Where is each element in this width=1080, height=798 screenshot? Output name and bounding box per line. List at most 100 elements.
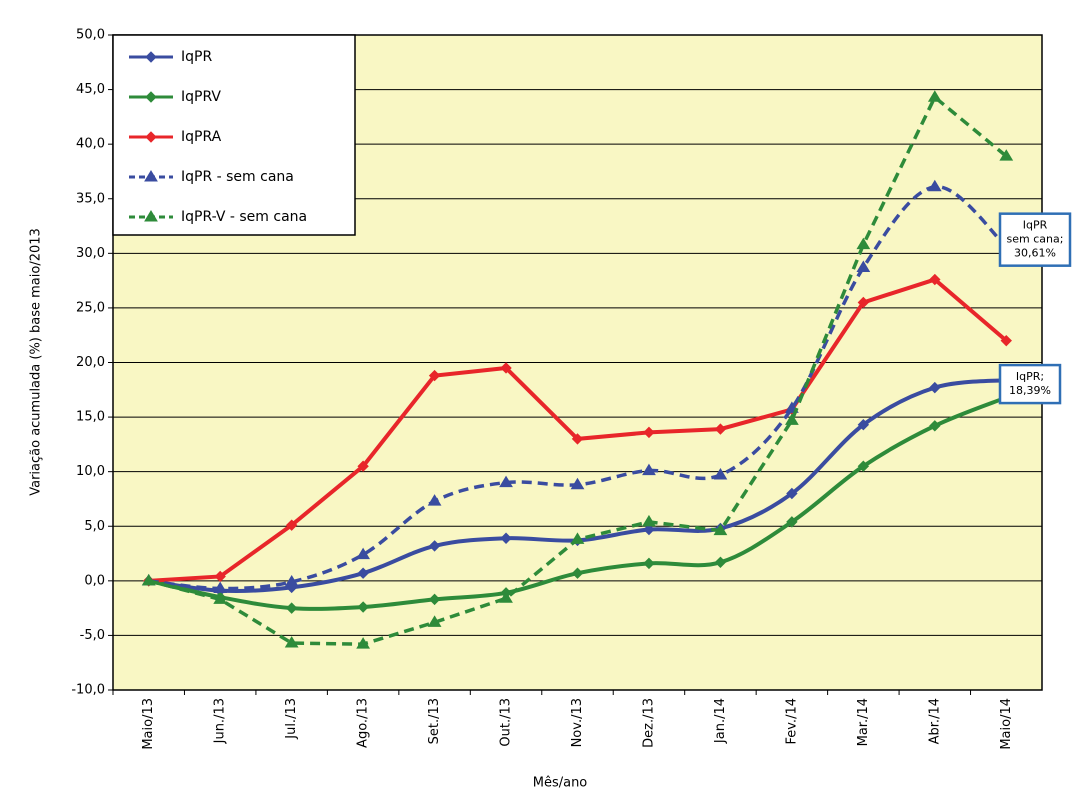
legend-marker bbox=[144, 210, 158, 222]
x-tick-label: Mar./14 bbox=[856, 698, 871, 746]
annotation-box bbox=[998, 363, 1062, 405]
point bbox=[428, 540, 441, 552]
point bbox=[857, 419, 870, 431]
point bbox=[713, 523, 728, 536]
legend-marker bbox=[145, 131, 157, 143]
y-tick-label: 5,0 bbox=[84, 519, 105, 534]
point bbox=[141, 573, 156, 586]
point bbox=[285, 519, 298, 531]
point bbox=[427, 494, 442, 506]
point bbox=[284, 574, 299, 587]
y-tick-label: 15,0 bbox=[76, 410, 105, 425]
legend-label: IqPR-V - sem cana bbox=[181, 209, 307, 225]
point bbox=[929, 381, 941, 394]
legend-label: IqPRV bbox=[181, 89, 221, 105]
point bbox=[642, 514, 656, 527]
point bbox=[643, 426, 655, 439]
y-tick-label: 35,0 bbox=[76, 191, 105, 206]
point bbox=[714, 423, 727, 435]
annotation-text: sem cana; bbox=[1007, 233, 1064, 246]
x-tick-label: Set./13 bbox=[427, 698, 442, 744]
y-tick-label: 40,0 bbox=[76, 137, 105, 152]
point bbox=[856, 260, 871, 273]
y-tick-label: 10,0 bbox=[76, 464, 105, 479]
series-line bbox=[148, 184, 1008, 591]
legend-marker bbox=[145, 51, 157, 63]
point bbox=[856, 237, 871, 250]
point bbox=[357, 567, 369, 579]
y-tick-label: -5,0 bbox=[80, 628, 105, 643]
point bbox=[642, 463, 656, 476]
point bbox=[714, 556, 727, 568]
point bbox=[499, 475, 513, 488]
x-tick-label: Abr./14 bbox=[927, 698, 942, 744]
point bbox=[786, 487, 798, 500]
point bbox=[213, 592, 228, 604]
point bbox=[357, 601, 369, 613]
annotation-text: IqPR; bbox=[1016, 370, 1044, 383]
point bbox=[357, 460, 369, 472]
y-tick-label: -10,0 bbox=[71, 683, 105, 698]
legend-label: IqPRA bbox=[181, 129, 222, 145]
legend-label: IqPR - sem cana bbox=[181, 169, 294, 185]
point bbox=[214, 570, 226, 583]
point bbox=[929, 420, 941, 432]
point bbox=[785, 413, 799, 425]
point bbox=[927, 90, 942, 102]
point bbox=[643, 557, 655, 570]
point bbox=[786, 516, 798, 528]
x-axis-label: Mês/ano bbox=[533, 776, 588, 791]
point bbox=[499, 591, 513, 603]
point bbox=[500, 362, 512, 374]
x-tick-label: Jul./13 bbox=[284, 698, 299, 740]
y-tick-label: 0,0 bbox=[84, 573, 105, 588]
point bbox=[713, 467, 728, 480]
x-tick-label: Ago./13 bbox=[356, 698, 371, 748]
point bbox=[427, 615, 442, 627]
point bbox=[428, 369, 441, 382]
y-tick-label: 25,0 bbox=[76, 300, 105, 315]
point bbox=[927, 179, 942, 192]
point bbox=[428, 593, 441, 606]
point bbox=[571, 567, 584, 579]
point bbox=[929, 273, 941, 286]
point bbox=[356, 547, 370, 560]
x-tick-label: Maio/13 bbox=[141, 698, 156, 750]
x-tick-label: Out./13 bbox=[499, 698, 514, 747]
x-tick-label: Jan./14 bbox=[713, 698, 728, 744]
x-tick-label: Dez./13 bbox=[641, 698, 656, 748]
point bbox=[570, 532, 585, 544]
annotation: IqPR;18,39% bbox=[998, 363, 1062, 405]
annotation-text: 30,61% bbox=[1014, 247, 1056, 260]
x-tick-label: Fev./14 bbox=[784, 698, 799, 745]
point bbox=[500, 532, 512, 544]
x-tick-label: Nov./13 bbox=[570, 698, 585, 747]
point bbox=[643, 523, 655, 536]
point bbox=[571, 433, 584, 445]
point bbox=[356, 637, 370, 649]
annotation-box bbox=[998, 212, 1072, 267]
point bbox=[999, 149, 1014, 161]
point bbox=[857, 296, 870, 309]
point bbox=[284, 636, 299, 648]
annotation-text: IqPR bbox=[1023, 219, 1048, 232]
legend-label: IqPR bbox=[181, 49, 212, 65]
x-tick-label: Maio/14 bbox=[999, 698, 1014, 750]
point bbox=[857, 460, 870, 472]
x-tick-label: Jun./13 bbox=[213, 698, 228, 744]
point bbox=[1000, 334, 1012, 347]
y-tick-label: 20,0 bbox=[76, 355, 105, 370]
annotation-text: 18,39% bbox=[1009, 384, 1051, 397]
point bbox=[285, 602, 298, 614]
legend-marker bbox=[144, 170, 158, 182]
y-tick-label: 45,0 bbox=[76, 82, 105, 97]
plot-border bbox=[112, 34, 1043, 691]
y-tick-label: 50,0 bbox=[76, 28, 105, 43]
legend-marker bbox=[145, 91, 157, 103]
point bbox=[570, 477, 585, 490]
legend: IqPR IqPRV IqPRA IqPR - sem cana IqPR-V - se… bbox=[112, 34, 356, 236]
y-tick-label: 30,0 bbox=[76, 246, 105, 261]
y-axis-label: Variação acumulada (%) base maio/2013 bbox=[29, 228, 44, 496]
